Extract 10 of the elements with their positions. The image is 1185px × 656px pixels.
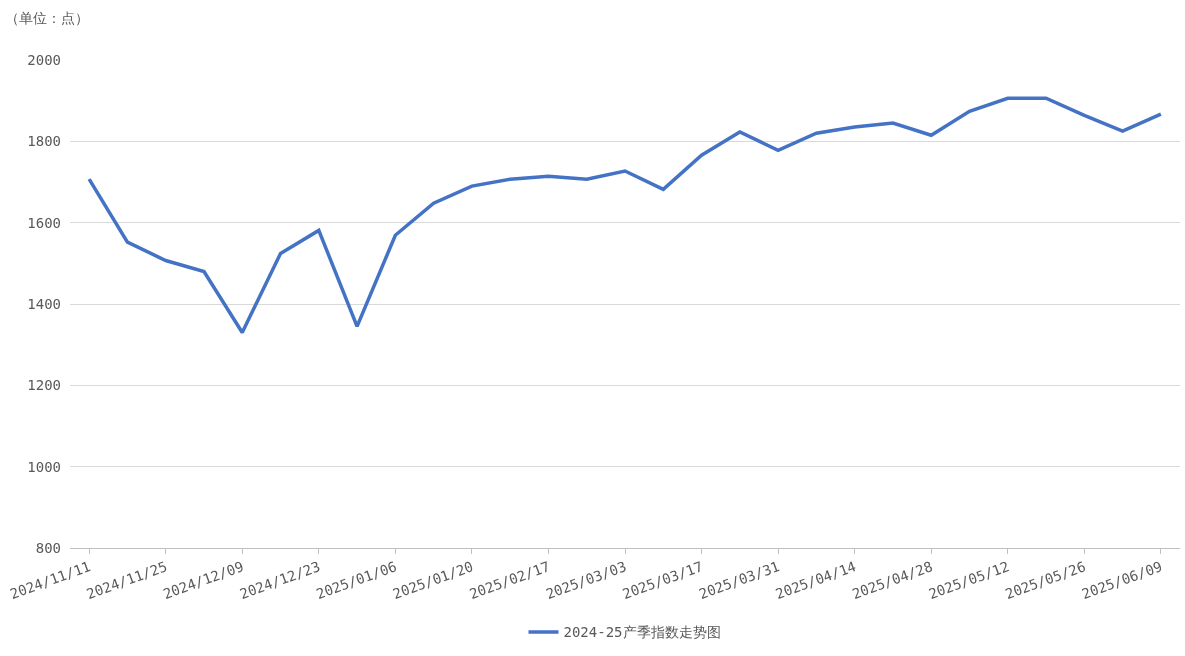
y-tick-label: 1600: [27, 214, 61, 231]
y-tick-label: 2000: [27, 51, 61, 68]
y-tick-label: 1200: [27, 377, 61, 394]
y-axis-title: （单位：点）: [5, 10, 89, 26]
y-tick-label: 1000: [27, 458, 61, 475]
line-series: [87, 96, 1163, 335]
y-tick-label: 800: [35, 539, 61, 556]
legend-label: 2024-25产季指数走势图: [563, 624, 721, 641]
y-tick-label: 1400: [27, 295, 61, 312]
y-tick-label: 1800: [27, 133, 61, 150]
